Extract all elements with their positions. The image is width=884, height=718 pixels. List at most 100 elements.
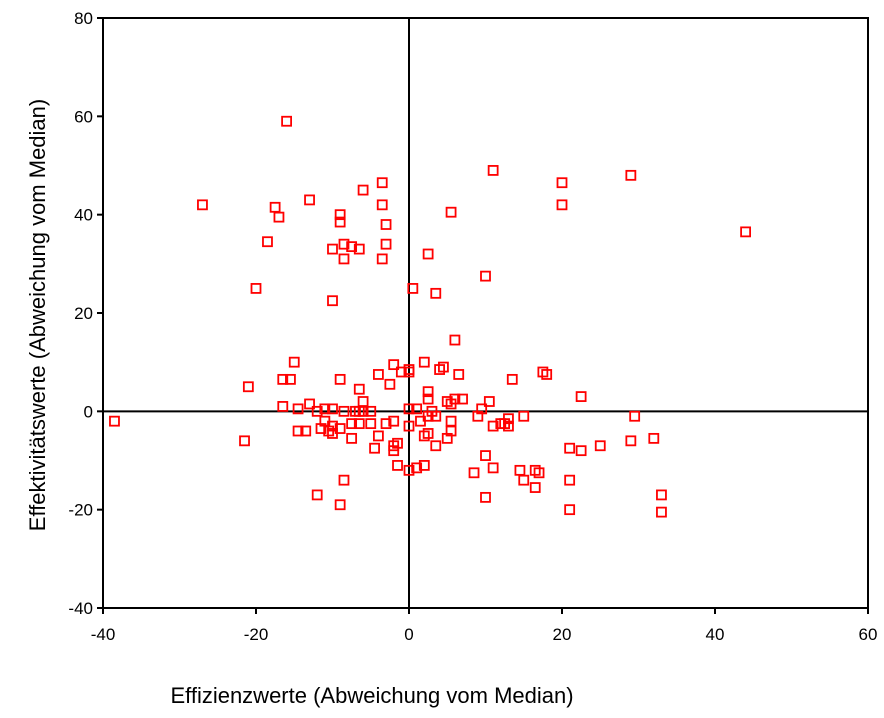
data-point — [277, 401, 289, 412]
data-point — [418, 356, 430, 368]
data-point — [480, 270, 491, 282]
plot-frame — [102, 17, 869, 609]
y-tick-label: 20 — [74, 304, 93, 323]
data-point — [338, 238, 350, 250]
data-point — [376, 199, 388, 211]
data-point — [518, 410, 530, 422]
data-point — [319, 403, 331, 415]
data-point — [288, 356, 300, 368]
data-point — [281, 115, 293, 127]
data-point — [353, 418, 365, 430]
x-tick-label: -40 — [91, 625, 116, 644]
data-point — [338, 474, 350, 486]
data-points — [109, 115, 751, 518]
data-point — [564, 442, 576, 454]
data-point — [575, 445, 587, 457]
data-point — [365, 418, 377, 430]
data-point — [388, 359, 400, 371]
x-tick-label: 20 — [553, 625, 572, 644]
data-point — [422, 410, 434, 422]
data-point — [327, 403, 338, 415]
data-point — [334, 216, 346, 228]
data-point — [242, 381, 254, 393]
data-point — [388, 415, 400, 427]
data-point — [487, 462, 499, 474]
data-point — [109, 415, 120, 427]
x-tick-label: 60 — [859, 625, 878, 644]
data-point — [556, 177, 568, 189]
data-point — [411, 403, 423, 415]
data-point — [239, 435, 250, 447]
data-point — [629, 410, 641, 422]
data-point — [430, 287, 442, 299]
data-point — [384, 378, 396, 390]
data-point — [372, 369, 384, 380]
data-point — [327, 420, 338, 432]
data-point — [422, 386, 434, 398]
data-point — [395, 366, 407, 378]
x-tick-label: 0 — [404, 625, 413, 644]
data-point — [533, 467, 545, 479]
y-tick-label: 40 — [74, 206, 93, 225]
data-point — [487, 165, 499, 176]
data-point — [304, 194, 315, 206]
data-point — [453, 369, 465, 380]
data-point — [403, 366, 415, 378]
data-point — [656, 506, 667, 518]
data-point — [445, 398, 457, 410]
data-point — [376, 253, 388, 265]
data-point — [250, 283, 262, 294]
data-point — [514, 464, 526, 476]
data-point — [372, 430, 384, 442]
data-point — [277, 373, 289, 385]
data-point — [403, 403, 415, 415]
data-point — [445, 415, 457, 427]
data-point — [430, 410, 442, 422]
y-tick-label: -40 — [68, 599, 93, 618]
data-point — [418, 460, 430, 471]
data-point — [407, 283, 419, 294]
data-point — [365, 405, 377, 417]
data-point — [422, 248, 434, 260]
data-point — [656, 489, 667, 501]
data-point — [262, 236, 273, 248]
data-point — [506, 373, 518, 385]
data-point — [575, 391, 587, 402]
data-point — [334, 209, 346, 221]
data-point — [740, 226, 751, 238]
data-point — [304, 398, 315, 410]
data-point — [380, 418, 392, 430]
y-tick-label: 60 — [74, 107, 93, 126]
data-point — [392, 460, 403, 471]
data-point — [311, 405, 323, 417]
data-point — [338, 405, 350, 417]
data-point — [388, 440, 400, 452]
data-point — [353, 383, 365, 395]
data-point — [468, 467, 480, 479]
data-point — [438, 361, 449, 373]
data-point — [495, 418, 507, 430]
data-point — [472, 410, 484, 422]
y-tick-label: 80 — [74, 9, 93, 28]
data-point — [625, 435, 637, 447]
y-tick-label: 0 — [84, 402, 93, 421]
data-point — [411, 462, 423, 474]
data-point — [338, 253, 350, 265]
data-point — [594, 440, 606, 452]
data-point — [529, 482, 541, 493]
data-point — [327, 295, 338, 307]
data-point — [564, 474, 576, 486]
data-point — [334, 499, 346, 511]
y-tick-label: -20 — [68, 501, 93, 520]
data-point — [403, 420, 415, 432]
data-point — [292, 403, 304, 415]
data-point — [327, 243, 338, 255]
data-point — [197, 199, 208, 211]
data-point — [564, 504, 576, 516]
data-point — [376, 177, 388, 189]
data-point — [480, 450, 491, 461]
data-point — [334, 373, 346, 385]
data-point — [369, 442, 380, 454]
data-point — [556, 199, 568, 211]
